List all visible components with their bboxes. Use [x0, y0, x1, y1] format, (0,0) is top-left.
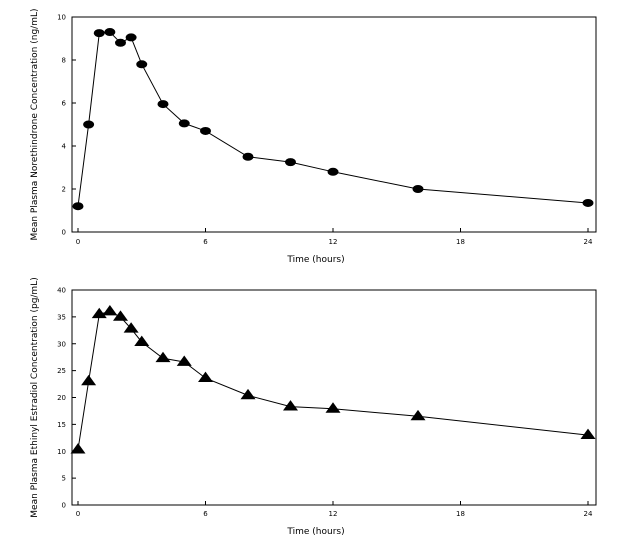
ee-x-tick-label: 0	[76, 510, 80, 518]
ee-data-point	[123, 322, 139, 333]
ee-data-point	[91, 307, 107, 319]
noreth-y-tick-label: 6	[62, 100, 67, 108]
noreth-y-tick-label: 4	[62, 143, 67, 151]
ee-y-tick-label: 35	[57, 313, 66, 321]
ee-data-point	[134, 335, 150, 347]
ee-x-tick-label: 6	[203, 510, 208, 518]
noreth-y-tick-label: 8	[62, 57, 66, 65]
noreth-data-point	[93, 29, 105, 38]
noreth-y-axis-title: Mean Plasma Norethindrone Concentration …	[30, 9, 40, 241]
noreth-data-point	[327, 167, 339, 176]
noreth-data-point	[115, 38, 126, 47]
noreth-x-tick-label: 12	[329, 238, 338, 246]
ee-data-point	[325, 402, 341, 413]
ee-series-line	[77, 310, 589, 450]
ee-y-tick-label: 5	[62, 475, 66, 483]
noreth-data-point	[157, 100, 169, 109]
ee-x-tick-label: 24	[584, 510, 593, 518]
ee-data-point	[410, 409, 426, 421]
noreth-x-tick-label: 0	[76, 238, 80, 246]
noreth-data-point	[178, 119, 190, 128]
ee-y-tick-label: 25	[57, 367, 66, 375]
ee-data-point	[198, 371, 213, 383]
ee-y-tick-label: 15	[57, 421, 66, 429]
noreth-data-point	[136, 60, 148, 69]
noreth-data-point	[582, 198, 594, 207]
ee-data-point	[240, 388, 256, 400]
ee-data-point	[155, 351, 171, 363]
ee-y-tick-label: 10	[57, 448, 66, 456]
noreth-y-tick-label: 0	[62, 229, 66, 237]
noreth-y-tick-label: 10	[57, 14, 66, 22]
noreth-data-point	[72, 202, 84, 211]
noreth-plot-frame	[71, 16, 597, 233]
noreth-x-tick-label: 24	[584, 238, 593, 246]
noreth-data-point	[242, 152, 254, 161]
ee-data-point	[176, 355, 192, 366]
ee-y-tick-label: 20	[57, 394, 66, 402]
ethinyl-estradiol-chart: 0 6 12 18 24 0 5 10 15 20 25 30 35 40 Time (hours) Mean…	[30, 277, 597, 537]
ee-y-tick-label: 0	[62, 502, 66, 510]
ee-x-tick-label: 18	[456, 510, 465, 518]
ee-data-point	[580, 428, 596, 440]
ee-data-point	[81, 374, 97, 386]
noreth-data-point	[200, 126, 211, 135]
ee-x-tick-label: 12	[329, 510, 338, 518]
noreth-data-point	[83, 120, 95, 129]
noreth-data-point	[125, 33, 137, 42]
ee-y-axis-title: Mean Plasma Ethinyl Estradiol Concentrat…	[30, 277, 40, 517]
ee-data-point	[102, 305, 118, 316]
ee-y-tick-label: 30	[57, 340, 66, 348]
ee-data-point	[113, 310, 128, 321]
noreth-data-point	[412, 185, 424, 193]
ee-data-point	[70, 443, 86, 454]
noreth-x-axis-title: Time (hours)	[286, 255, 344, 265]
noreth-y-tick-label: 2	[62, 186, 66, 194]
noreth-data-point	[104, 28, 116, 37]
ee-x-axis-title: Time (hours)	[286, 527, 344, 537]
ee-y-tick-label: 40	[57, 287, 66, 295]
noreth-series-line	[77, 31, 589, 207]
noreth-x-tick-label: 18	[456, 238, 465, 246]
ee-plot-frame	[71, 289, 597, 506]
noreth-x-tick-label: 6	[203, 238, 208, 246]
noreth-data-point	[285, 158, 296, 167]
ee-data-point	[283, 400, 298, 411]
